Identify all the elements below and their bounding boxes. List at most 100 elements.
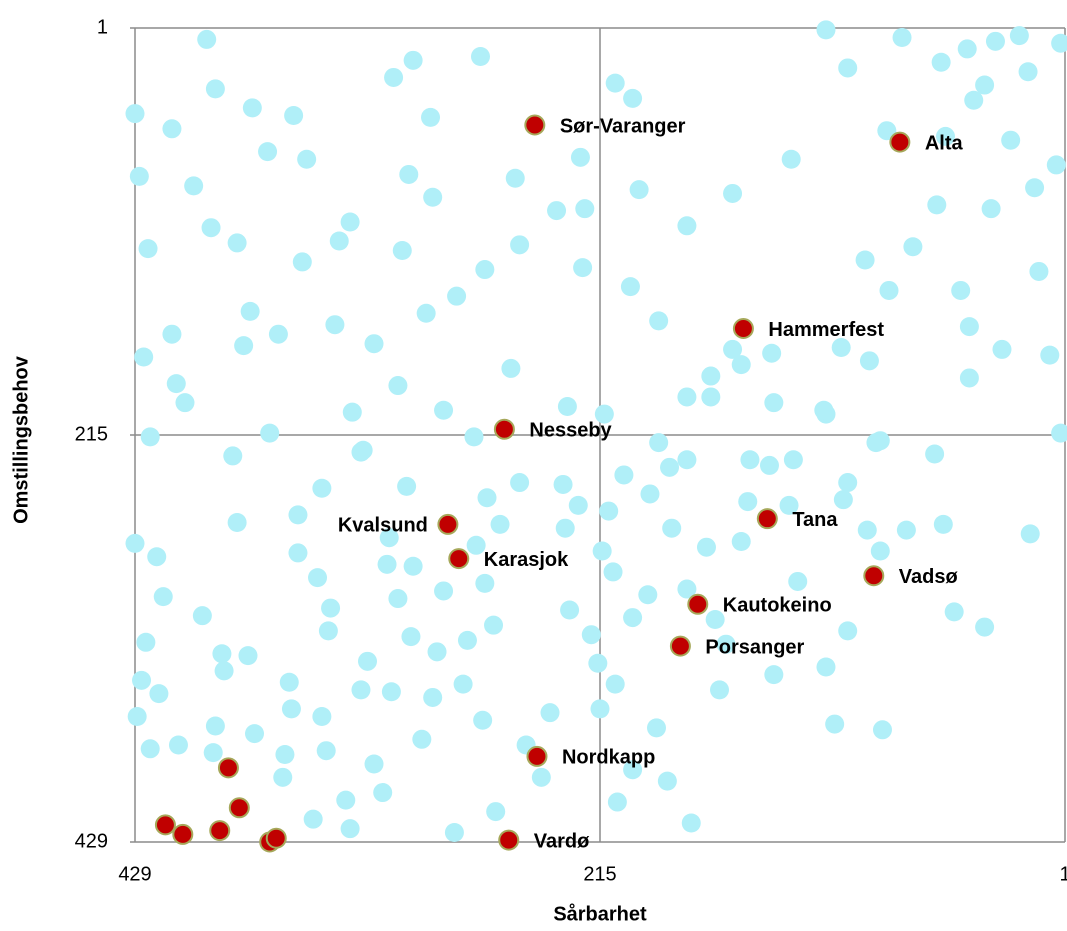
- point: [490, 514, 510, 534]
- point: [140, 739, 160, 759]
- point: [779, 495, 799, 515]
- point-label: Tana: [792, 509, 838, 531]
- point: [245, 724, 265, 744]
- point: [1025, 178, 1045, 198]
- point: [629, 180, 649, 200]
- highlight-point: [756, 508, 778, 530]
- point: [421, 107, 441, 127]
- point: [681, 813, 701, 833]
- point: [927, 195, 947, 215]
- point: [646, 718, 666, 738]
- point: [872, 720, 892, 740]
- highlight-point: [687, 593, 709, 615]
- point: [594, 404, 614, 424]
- point: [379, 528, 399, 548]
- point: [1020, 524, 1040, 544]
- point: [473, 710, 493, 730]
- point: [705, 609, 725, 629]
- point: [892, 28, 912, 48]
- point: [677, 387, 697, 407]
- point: [329, 231, 349, 251]
- point: [427, 642, 447, 662]
- point: [466, 535, 486, 555]
- point: [605, 73, 625, 93]
- point: [816, 20, 836, 40]
- point: [640, 484, 660, 504]
- point: [1046, 155, 1066, 175]
- point: [453, 674, 473, 694]
- x-tick-label: 429: [118, 863, 151, 885]
- highlight-point: [498, 829, 520, 851]
- point: [510, 235, 530, 255]
- point: [288, 543, 308, 563]
- point-label: Vardø: [534, 830, 590, 852]
- point: [657, 771, 677, 791]
- point: [284, 105, 304, 125]
- point: [716, 634, 736, 654]
- point: [764, 665, 784, 685]
- point: [896, 520, 916, 540]
- point: [1051, 33, 1067, 53]
- point: [788, 571, 808, 591]
- point: [201, 218, 221, 238]
- point: [162, 119, 182, 139]
- point: [1029, 261, 1049, 281]
- point: [831, 338, 851, 358]
- point: [857, 520, 877, 540]
- point: [1009, 26, 1029, 46]
- point: [175, 393, 195, 413]
- point: [203, 743, 223, 763]
- point: [975, 617, 995, 637]
- point: [308, 568, 328, 588]
- point: [592, 541, 612, 561]
- point: [607, 792, 627, 812]
- point: [434, 400, 454, 420]
- point: [662, 518, 682, 538]
- point: [318, 621, 338, 641]
- point: [238, 646, 258, 666]
- point-label: Porsanger: [705, 636, 804, 658]
- point: [227, 233, 247, 253]
- highlight-point: [217, 757, 239, 779]
- point: [557, 396, 577, 416]
- point: [553, 474, 573, 494]
- point: [351, 442, 371, 462]
- point: [723, 339, 743, 359]
- point: [234, 336, 254, 356]
- point: [838, 473, 858, 493]
- point: [423, 187, 443, 207]
- point: [738, 492, 758, 512]
- point: [260, 423, 280, 443]
- point: [364, 334, 384, 354]
- point: [125, 533, 145, 553]
- point: [957, 39, 977, 59]
- point: [501, 358, 521, 378]
- highlight-point: [209, 820, 231, 842]
- highlight-point: [493, 418, 515, 440]
- point: [316, 741, 336, 761]
- point-label: Kvalsund: [338, 515, 428, 537]
- point: [205, 716, 225, 736]
- highlight-point: [437, 513, 459, 535]
- point: [677, 216, 697, 236]
- point: [166, 374, 186, 394]
- point: [312, 478, 332, 498]
- point: [321, 598, 341, 618]
- point: [412, 729, 432, 749]
- point: [297, 149, 317, 169]
- point: [825, 714, 845, 734]
- point: [484, 615, 504, 635]
- point: [614, 465, 634, 485]
- highlight-point: [448, 548, 470, 570]
- point: [397, 476, 417, 496]
- point: [214, 661, 234, 681]
- x-tick-label: 1: [1059, 863, 1067, 885]
- point: [590, 699, 610, 719]
- point: [723, 183, 743, 203]
- point: [325, 315, 345, 335]
- point: [935, 126, 955, 146]
- highlight-point: [265, 827, 287, 849]
- highlight-point: [732, 317, 754, 339]
- point: [696, 537, 716, 557]
